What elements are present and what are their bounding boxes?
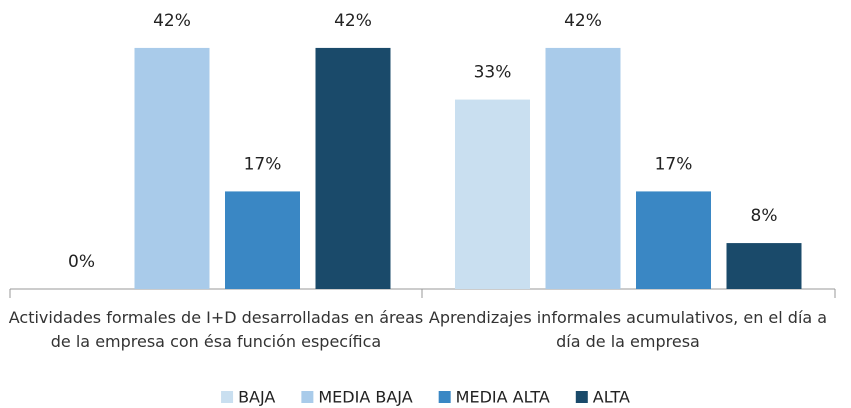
data-label: 17% bbox=[655, 154, 693, 174]
data-label: 42% bbox=[153, 11, 191, 31]
legend-label: MEDIA BAJA bbox=[318, 388, 412, 407]
legend-swatch bbox=[438, 391, 451, 403]
bar bbox=[225, 191, 300, 289]
bar bbox=[726, 243, 802, 289]
bar bbox=[315, 47, 391, 289]
bar bbox=[636, 191, 711, 289]
x-tick-label: Aprendizajes informales acumulativos, en… bbox=[428, 308, 828, 351]
x-tick-label-box: Actividades formales de I+D desarrollada… bbox=[8, 308, 424, 351]
data-label: 42% bbox=[334, 11, 372, 31]
data-label: 33% bbox=[474, 63, 512, 83]
bar bbox=[545, 47, 621, 289]
data-label: 42% bbox=[564, 11, 602, 31]
legend-swatch bbox=[575, 391, 588, 403]
legend-swatch bbox=[221, 391, 234, 403]
bar bbox=[134, 47, 210, 289]
legend-label: BAJA bbox=[238, 388, 275, 407]
legend-label: MEDIA ALTA bbox=[456, 388, 550, 407]
data-label: 17% bbox=[244, 154, 282, 174]
data-label: 0% bbox=[68, 252, 95, 272]
legend-swatch bbox=[301, 391, 314, 403]
data-label: 8% bbox=[751, 206, 778, 226]
x-tick-label: Actividades formales de I+D desarrollada… bbox=[8, 308, 424, 351]
legend-label: ALTA bbox=[593, 388, 630, 407]
bar bbox=[455, 99, 530, 289]
x-tick-label-box: Aprendizajes informales acumulativos, en… bbox=[428, 308, 828, 351]
